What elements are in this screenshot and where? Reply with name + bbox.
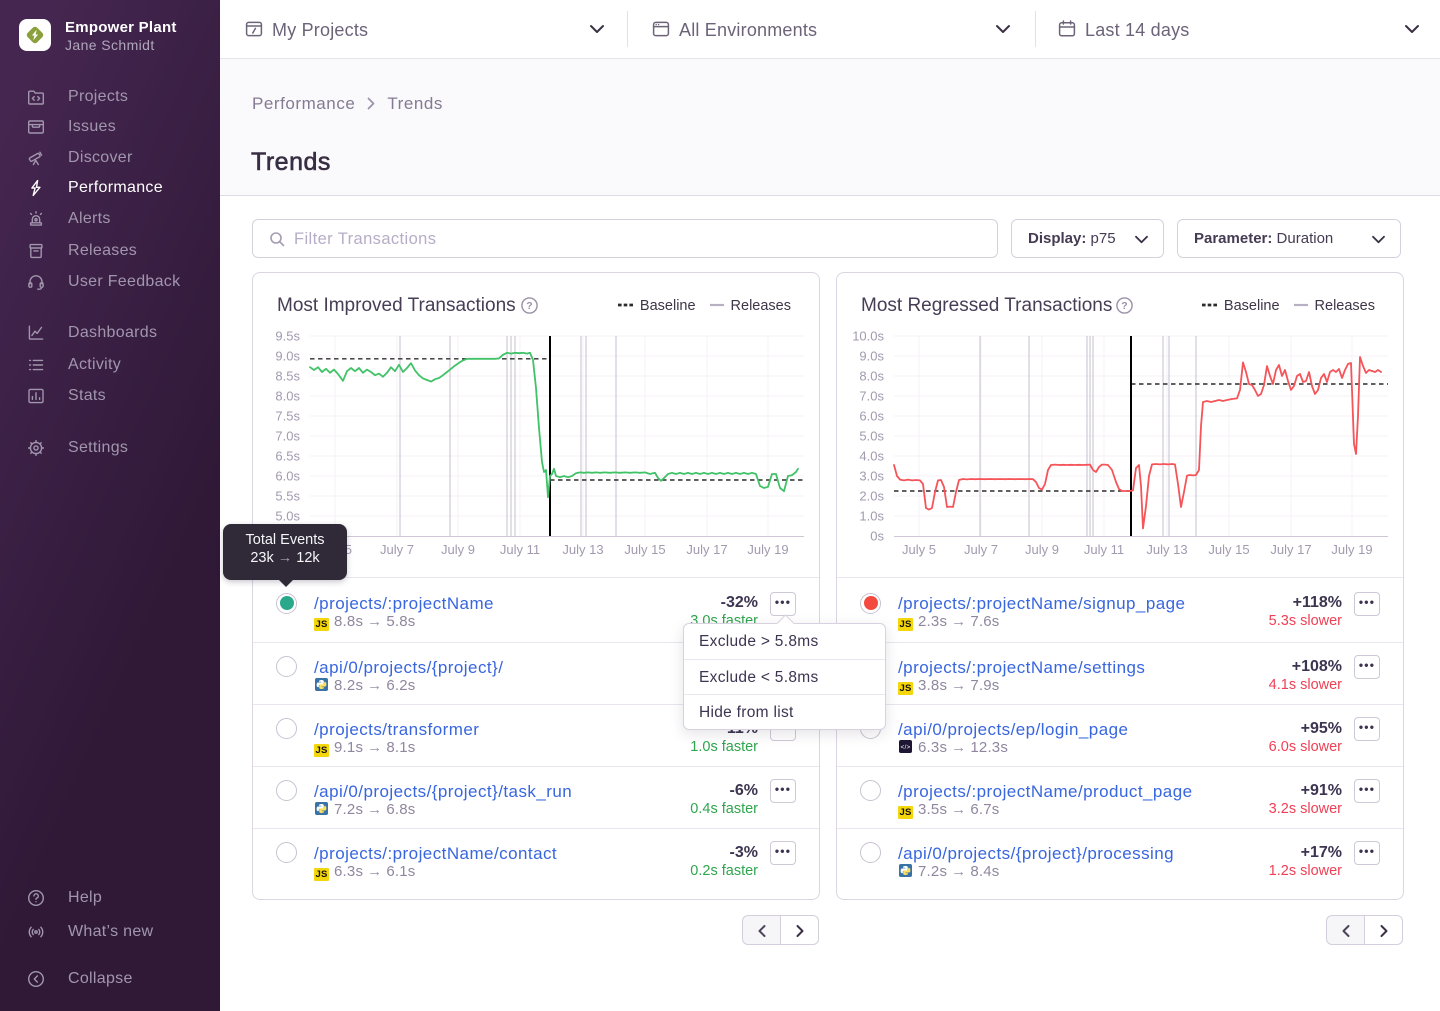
svg-text:7.0s: 7.0s	[859, 389, 884, 404]
svg-text:July 5: July 5	[902, 542, 936, 557]
svg-text:July 17: July 17	[1270, 542, 1311, 557]
svg-text:July 13: July 13	[1146, 542, 1187, 557]
svg-text:9.5s: 9.5s	[275, 329, 300, 344]
svg-text:7.0s: 7.0s	[275, 429, 300, 444]
svg-text:July 9: July 9	[1025, 542, 1059, 557]
svg-text:8.5s: 8.5s	[275, 369, 300, 384]
svg-text:?: ?	[526, 300, 532, 312]
svg-text:July 7: July 7	[964, 542, 998, 557]
svg-text:1.0s: 1.0s	[859, 509, 884, 524]
svg-text:0s: 0s	[870, 529, 884, 544]
svg-text:6.5s: 6.5s	[275, 449, 300, 464]
svg-text:July 11: July 11	[1084, 542, 1124, 557]
svg-text:July 13: July 13	[562, 542, 603, 557]
svg-text:5.0s: 5.0s	[859, 429, 884, 444]
svg-text:8.0s: 8.0s	[275, 389, 300, 404]
svg-text:July 19: July 19	[747, 542, 788, 557]
svg-text:July 7: July 7	[380, 542, 414, 557]
svg-text:2.0s: 2.0s	[859, 489, 884, 504]
svg-text:6.0s: 6.0s	[275, 469, 300, 484]
svg-text:9.0s: 9.0s	[275, 349, 300, 364]
svg-text:July 17: July 17	[686, 542, 727, 557]
svg-text:July 15: July 15	[1208, 542, 1249, 557]
svg-text:5.5s: 5.5s	[275, 489, 300, 504]
svg-text:3.0s: 3.0s	[859, 469, 884, 484]
svg-text:10.0s: 10.0s	[852, 329, 884, 344]
svg-text:July 15: July 15	[624, 542, 665, 557]
svg-text:</>: </>	[901, 744, 911, 751]
svg-text:July 9: July 9	[441, 542, 475, 557]
svg-text:?: ?	[1121, 300, 1127, 312]
svg-text:9.0s: 9.0s	[859, 349, 884, 364]
svg-text:July 11: July 11	[500, 542, 540, 557]
svg-text:4.0s: 4.0s	[859, 449, 884, 464]
svg-text:5.0s: 5.0s	[275, 509, 300, 524]
svg-text:8.0s: 8.0s	[859, 369, 884, 384]
svg-text:July 19: July 19	[1331, 542, 1372, 557]
svg-text:7.5s: 7.5s	[275, 409, 300, 424]
svg-text:6.0s: 6.0s	[859, 409, 884, 424]
